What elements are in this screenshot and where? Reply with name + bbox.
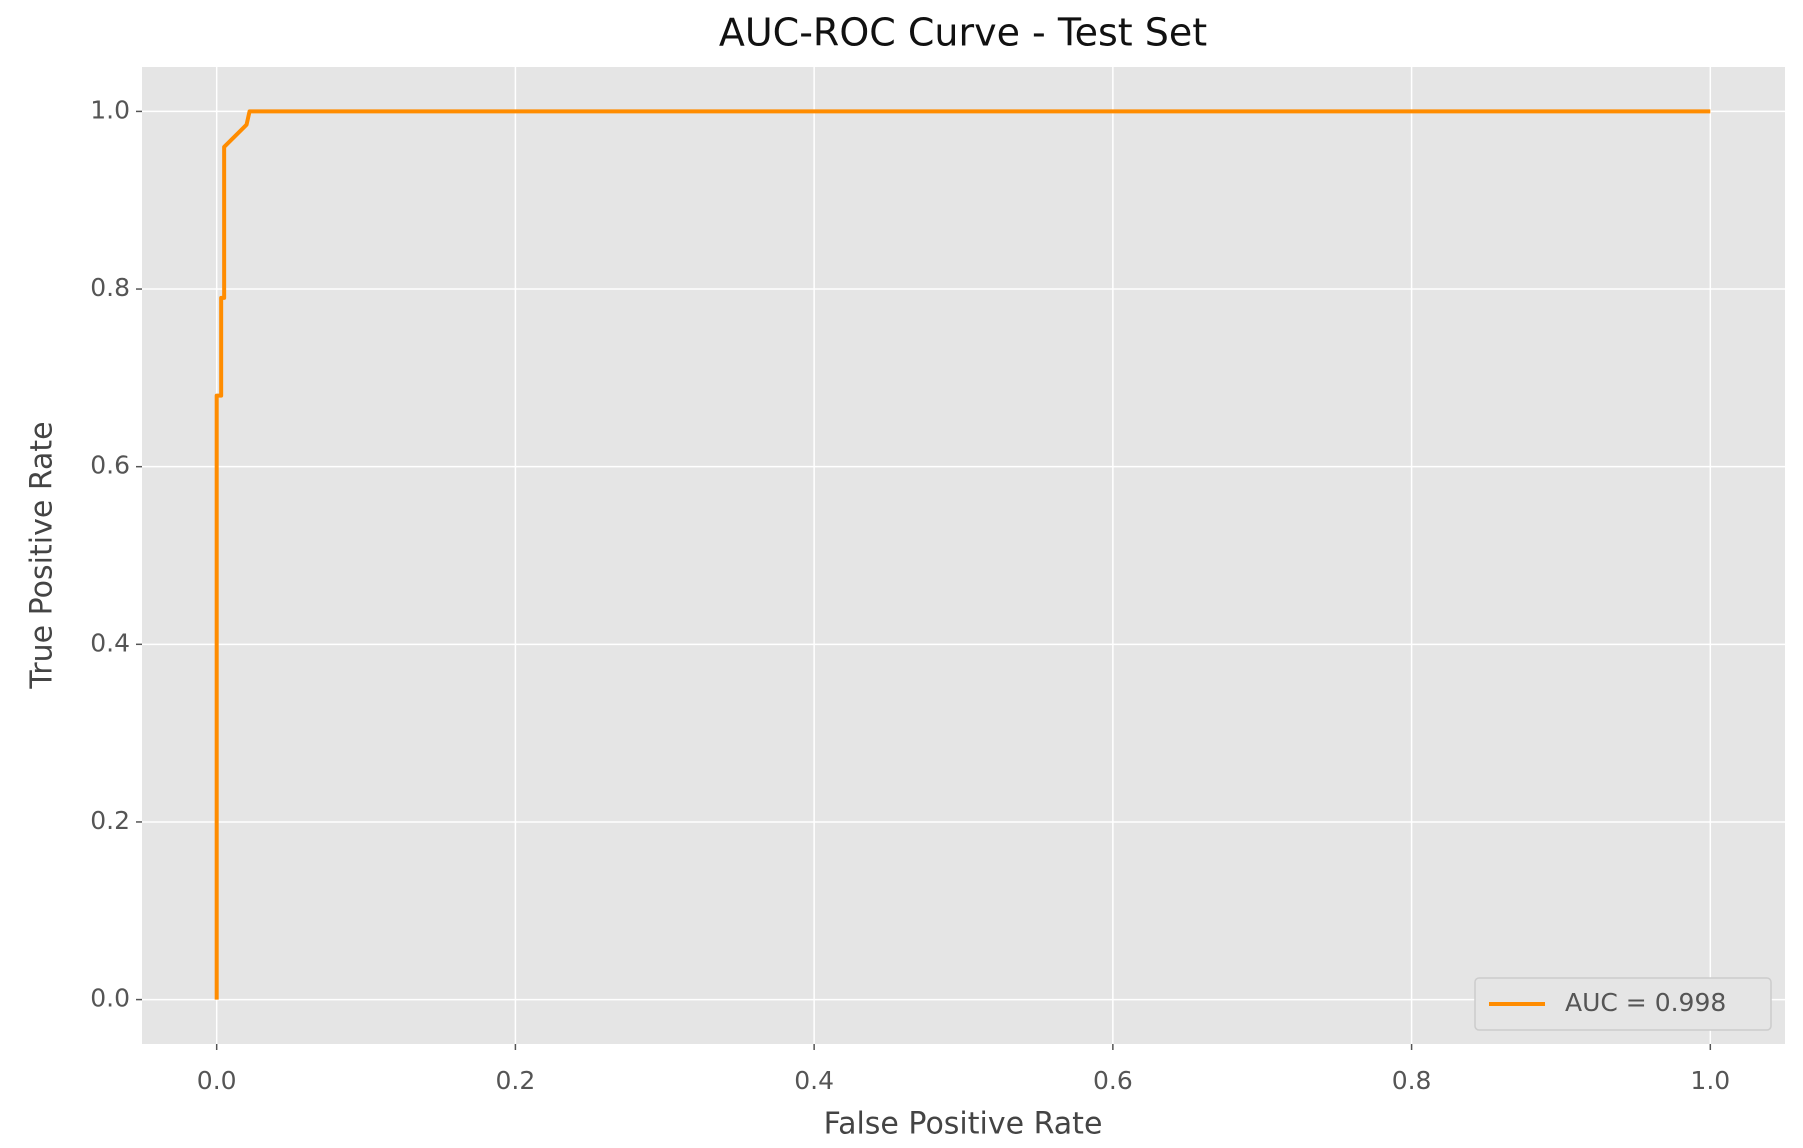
y-tick-label: 1.0	[90, 95, 130, 124]
x-tick-label: 0.8	[1392, 1066, 1432, 1095]
y-tick-label: 0.8	[90, 273, 130, 302]
chart-title: AUC-ROC Curve - Test Set	[719, 11, 1207, 55]
plot-area	[142, 67, 1785, 1044]
y-tick-label: 0.0	[90, 984, 130, 1013]
y-tick-label: 0.6	[90, 451, 130, 480]
x-tick-label: 1.0	[1690, 1066, 1730, 1095]
x-axis-label: False Positive Rate	[824, 1107, 1103, 1142]
x-tick-label: 0.4	[794, 1066, 834, 1095]
y-axis-label: True Positive Rate	[25, 421, 60, 689]
x-tick-label: 0.2	[496, 1066, 536, 1095]
legend-box	[1474, 977, 1772, 1031]
x-tick-label: 0.0	[197, 1066, 237, 1095]
legend-label: AUC = 0.998	[1565, 988, 1726, 1017]
roc-line	[214, 109, 1711, 1000]
y-tick-label: 0.4	[90, 628, 130, 657]
y-tick-label: 0.2	[90, 806, 130, 835]
x-tick-label: 0.6	[1093, 1066, 1133, 1095]
